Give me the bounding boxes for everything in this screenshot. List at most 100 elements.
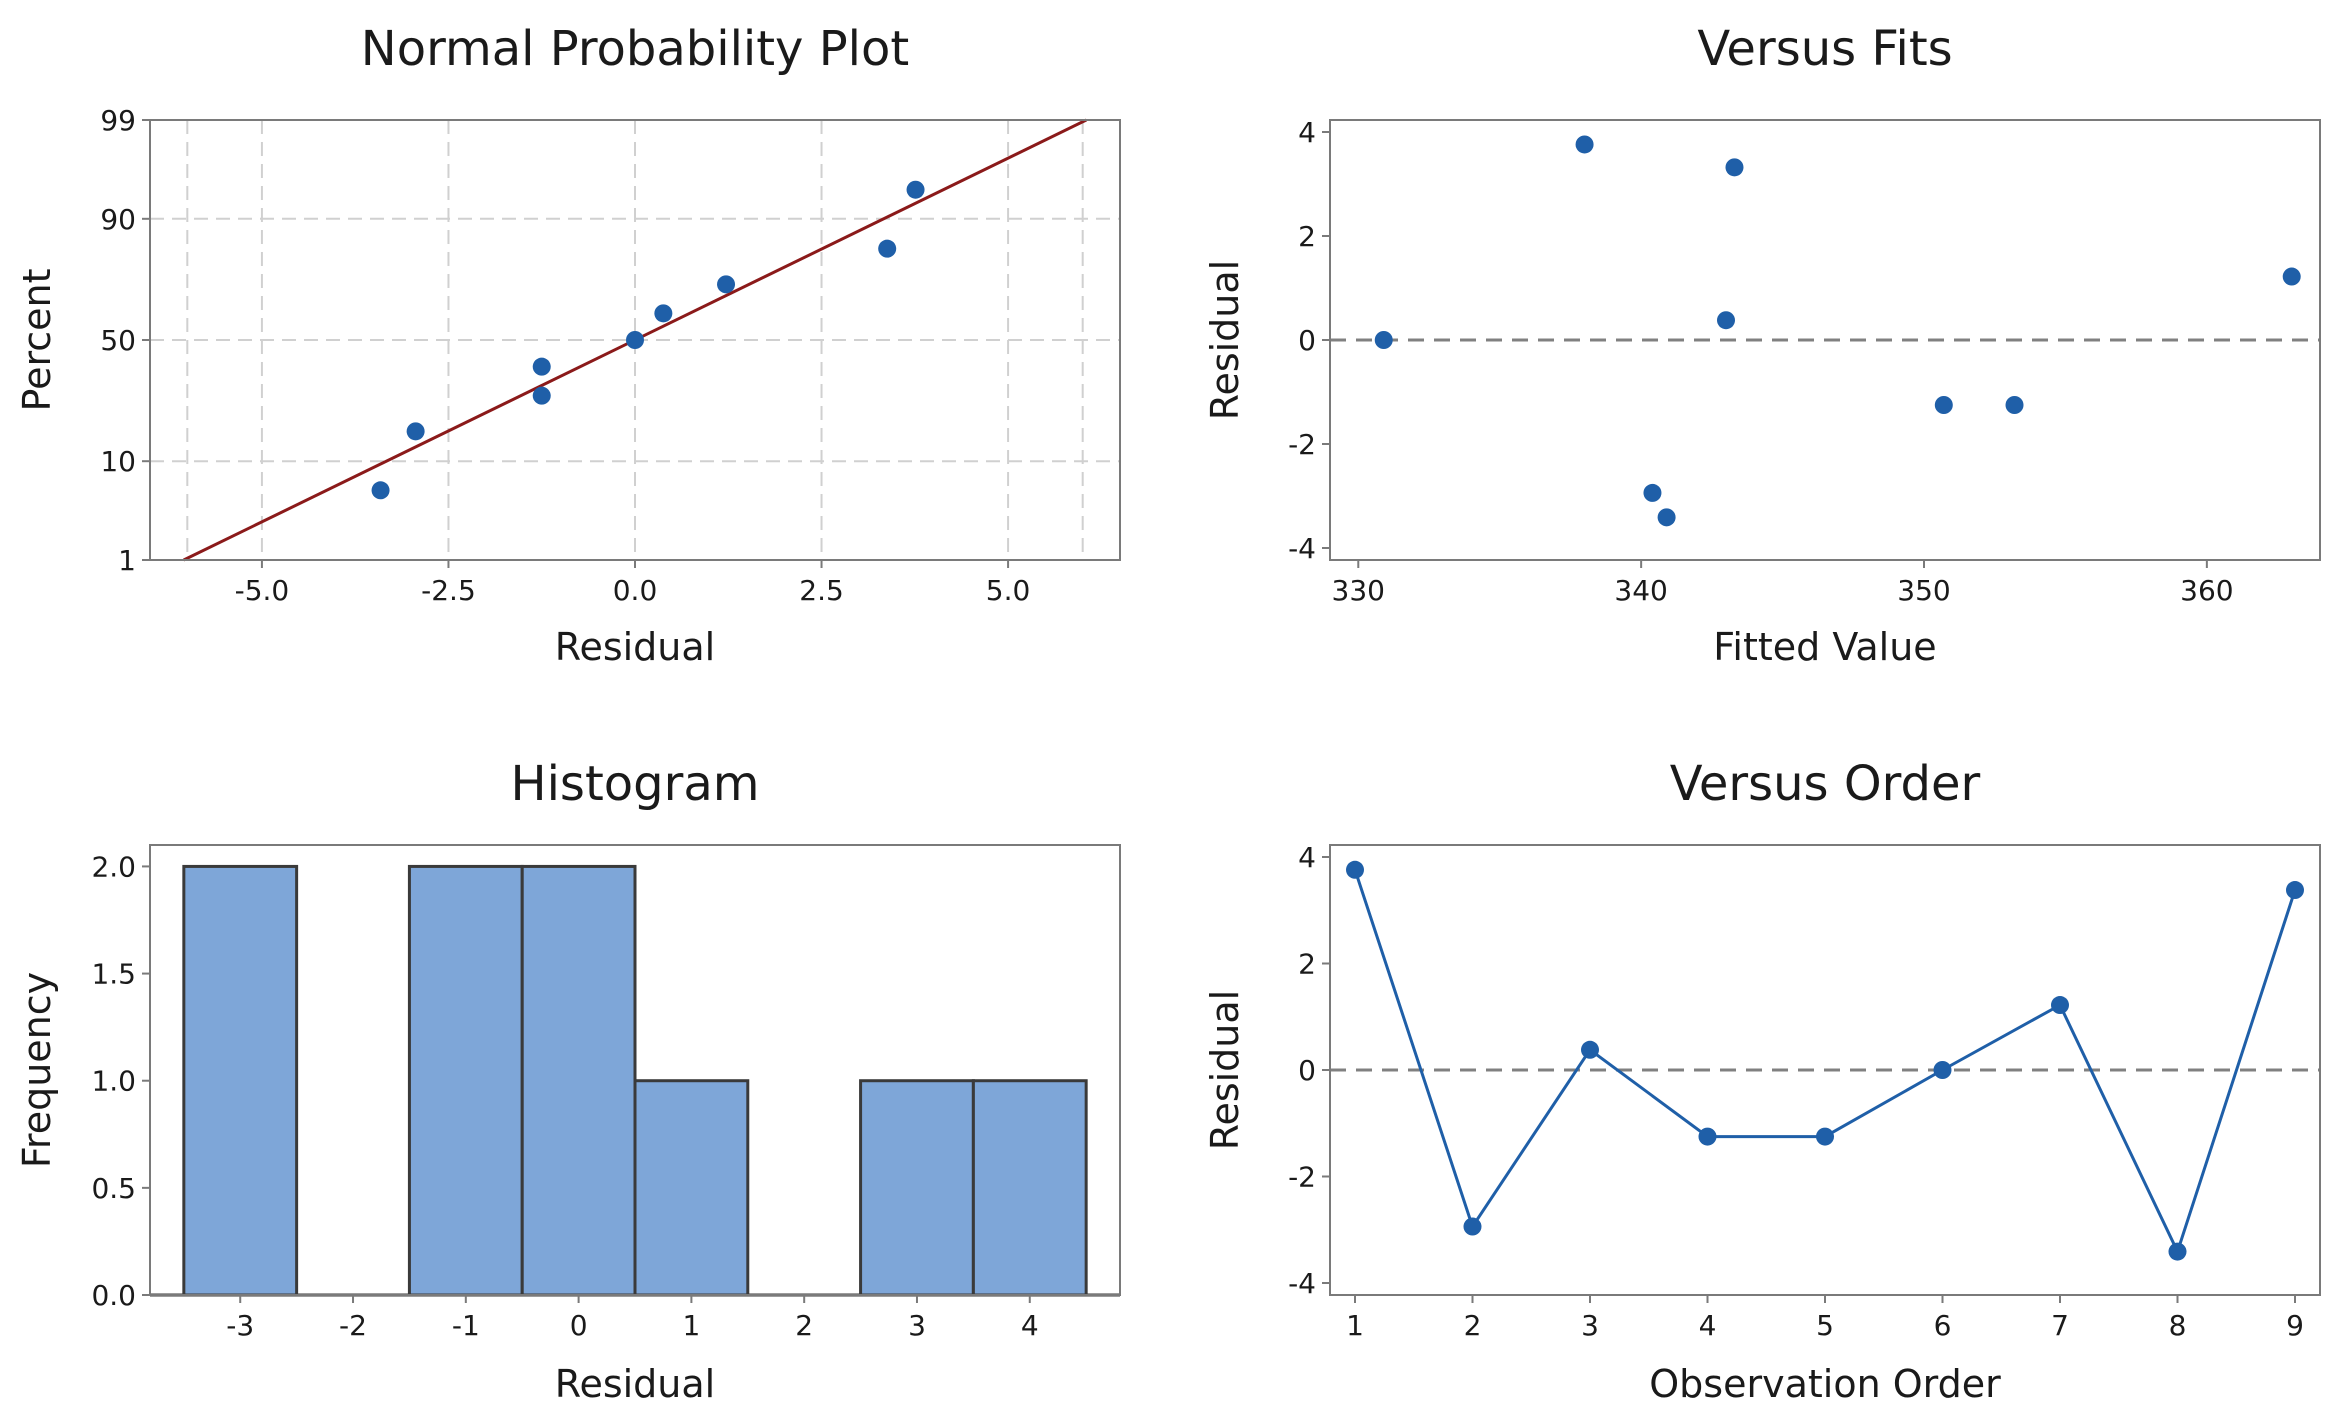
y-tick-label: -4 [1288, 1267, 1316, 1300]
data-point [1374, 331, 1393, 349]
x-tick-label: 350 [1897, 574, 1950, 607]
chart-npp: Normal Probability Plot Residual Percent -5… [15, 21, 1121, 669]
chart-order: Versus Order Observation Order Residual 1 2 3… [1203, 756, 2321, 1406]
x-axis-label: Observation Order [1649, 1362, 2001, 1406]
data-point [654, 304, 673, 323]
data-point [2168, 1242, 2187, 1261]
x-tick-label: 330 [1332, 574, 1385, 607]
histogram-bar [407, 864, 524, 1297]
y-tick-label: -4 [1288, 532, 1316, 565]
data-point [371, 481, 390, 500]
data-point [532, 386, 551, 405]
data-point [1816, 1127, 1834, 1146]
y-tick-label: 0.0 [91, 1279, 136, 1312]
x-tick-label: 0 [570, 1309, 588, 1342]
plot-frame [149, 844, 1121, 1296]
data-point [1934, 396, 1953, 414]
histogram-bar [859, 1079, 975, 1297]
y-tick-label: -2 [1288, 428, 1316, 461]
y-axis-label: Residual [1203, 260, 1247, 420]
x-axis-label: Residual [555, 1362, 715, 1406]
chart-hist: Histogram Residual Frequency -3 -2 -1 0 1 2 3 4 0.0… [15, 756, 1121, 1406]
data-point [878, 239, 897, 258]
y-tick-label: 2 [1298, 948, 1316, 981]
y-tick-label: 2 [1298, 220, 1316, 253]
x-tick-label: 3 [908, 1309, 926, 1342]
x-tick-label: 2 [1464, 1309, 1482, 1342]
y-tick-label: 0 [1298, 1054, 1316, 1087]
data-point [1725, 158, 1744, 177]
x-tick-label: 0.0 [613, 574, 658, 607]
data-point [1933, 1061, 1952, 1079]
x-tick-label: 2 [795, 1309, 813, 1342]
y-tick-label: 4 [1298, 116, 1316, 149]
residual-series-line [1353, 869, 2297, 1256]
x-tick-label: -5.0 [235, 574, 290, 607]
x-tick-label: 2.5 [799, 574, 844, 607]
y-tick-label: 4 [1298, 841, 1316, 874]
data-point [406, 422, 425, 441]
data-point [2286, 881, 2304, 900]
x-tick-label: 9 [2286, 1309, 2304, 1342]
data-point [906, 180, 925, 199]
y-tick-label: 50 [100, 324, 136, 357]
chart-fits: Versus Fits Fitted Value Residual 330 340 350… [1203, 21, 2321, 669]
data-point [2282, 267, 2301, 286]
data-point [717, 275, 736, 294]
data-point [1346, 860, 1364, 879]
x-tick-label: 8 [2169, 1309, 2187, 1342]
plot-frame [1329, 119, 2321, 561]
chart-title: Versus Order [1670, 756, 1981, 812]
x-tick-label: 3 [1581, 1309, 1599, 1342]
y-axis-label: Residual [1203, 990, 1247, 1150]
data-point [2005, 396, 2024, 414]
plot-frame [1329, 844, 2321, 1296]
histogram-bar [520, 864, 637, 1297]
plot-frame [149, 119, 1121, 561]
x-tick-label: 360 [2180, 574, 2233, 607]
chart-title: Histogram [511, 756, 760, 812]
data-point [626, 331, 644, 349]
data-point [1643, 483, 1662, 502]
data-point [1581, 1040, 1599, 1059]
data-point [1463, 1217, 1482, 1236]
data-point [1657, 508, 1676, 527]
x-tick-label: 4 [1021, 1309, 1039, 1342]
data-point [1575, 135, 1594, 154]
y-tick-label: 1.5 [91, 958, 136, 991]
y-tick-label: 0.5 [91, 1172, 136, 1205]
data-point [2051, 996, 2069, 1015]
x-tick-label: -3 [226, 1309, 254, 1342]
x-tick-label: 4 [1699, 1309, 1717, 1342]
x-tick-label: 7 [2051, 1309, 2069, 1342]
x-axis-label: Fitted Value [1713, 625, 1936, 669]
chart-title: Normal Probability Plot [361, 21, 909, 77]
x-axis-label: Residual [555, 625, 715, 669]
chart-title: Versus Fits [1697, 21, 1952, 77]
x-tick-label: -2.5 [421, 574, 476, 607]
x-tick-label: 6 [1934, 1309, 1952, 1342]
y-tick-label: 0 [1298, 324, 1316, 357]
y-tick-label: 1 [118, 544, 136, 577]
x-tick-label: -1 [452, 1309, 480, 1342]
histogram-bar [633, 1079, 750, 1297]
histogram-bar [971, 1079, 1088, 1297]
y-tick-label: 10 [100, 445, 136, 478]
y-tick-label: 90 [100, 203, 136, 236]
y-axis-label: Frequency [15, 972, 59, 1168]
y-tick-label: 2.0 [91, 850, 136, 883]
data-point [1717, 311, 1735, 330]
x-tick-label: -2 [339, 1309, 367, 1342]
x-tick-label: 1 [682, 1309, 700, 1342]
y-tick-label: -2 [1288, 1161, 1316, 1194]
x-tick-label: 340 [1614, 574, 1667, 607]
data-point [532, 357, 551, 376]
y-tick-label: 99 [100, 104, 136, 137]
y-tick-label: 1.0 [91, 1065, 136, 1098]
data-point [1698, 1127, 1717, 1146]
x-tick-label: 1 [1346, 1309, 1364, 1342]
x-tick-label: 5 [1816, 1309, 1834, 1342]
x-tick-label: 5.0 [986, 574, 1031, 607]
y-axis-label: Percent [15, 269, 59, 412]
